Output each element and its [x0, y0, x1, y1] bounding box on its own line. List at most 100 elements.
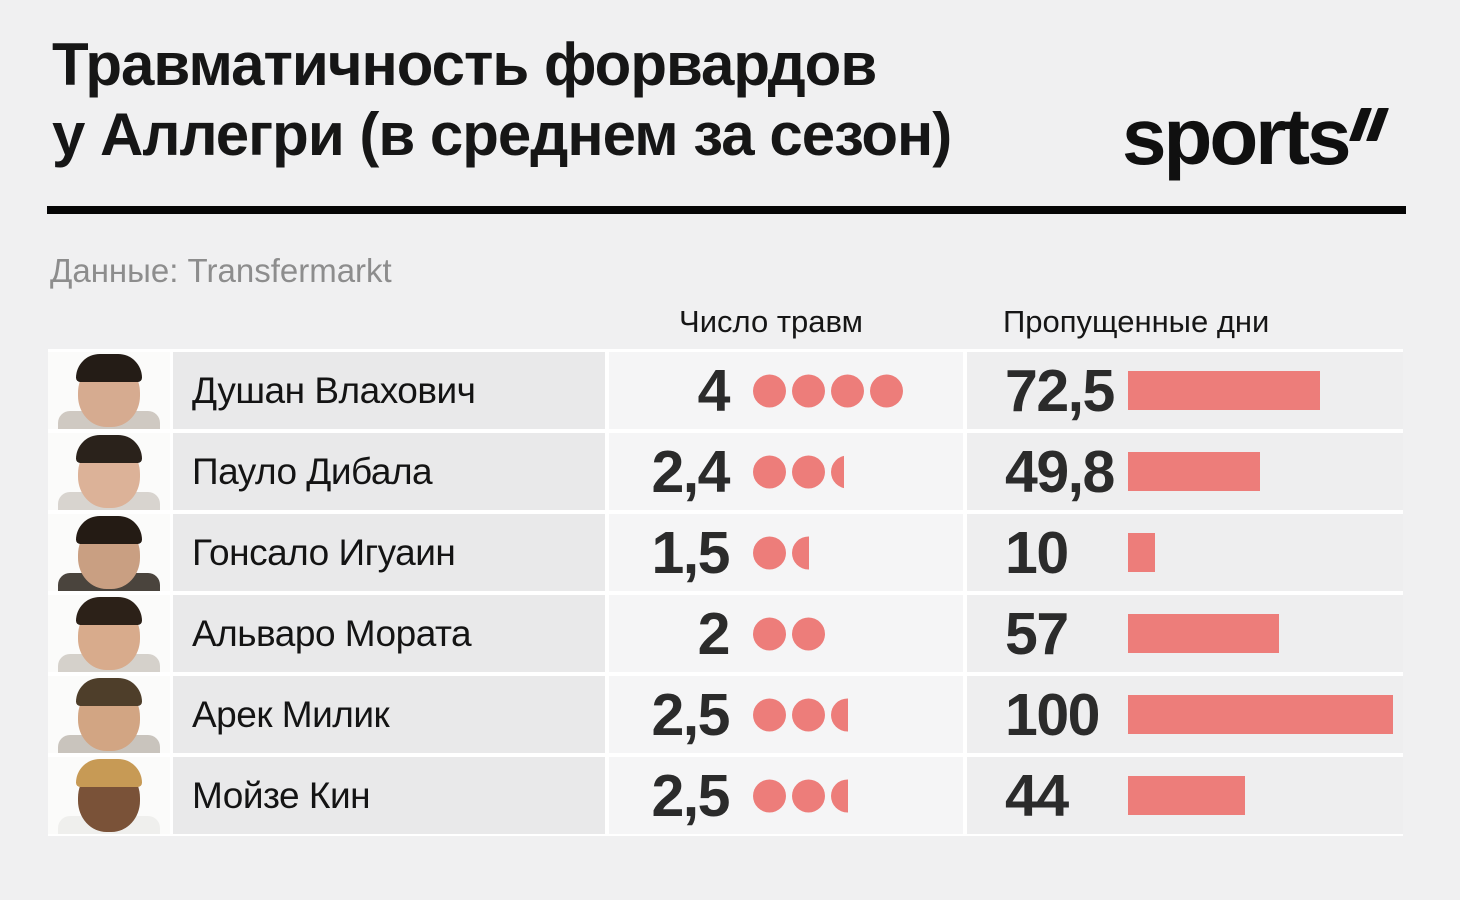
injury-dot-icon	[753, 617, 786, 650]
days-cell: 10	[967, 514, 1403, 591]
days-count: 100	[1005, 681, 1100, 748]
player-name: Арек Милик	[192, 693, 390, 735]
title-divider	[47, 206, 1406, 214]
days-cell: 57	[967, 595, 1403, 672]
injury-partial-dot-icon	[792, 536, 809, 569]
avatar-hair	[76, 597, 142, 625]
player-avatar	[48, 352, 170, 429]
sports-logo-text: sports	[1122, 92, 1351, 181]
sports-logo-tick-icon	[1348, 108, 1389, 141]
table-row: Мойзе Кин 2,5 44	[0, 757, 1460, 834]
injury-dot-icon	[753, 374, 786, 407]
injury-dot-icon	[792, 779, 825, 812]
injuries-count: 4	[697, 357, 731, 424]
days-bar	[1128, 371, 1320, 410]
days-count: 10	[1005, 519, 1069, 586]
injury-dot-icon	[753, 536, 786, 569]
player-photo	[48, 352, 170, 429]
player-photo	[48, 676, 170, 753]
injury-dots	[753, 536, 809, 569]
days-bar	[1128, 533, 1155, 572]
avatar-hair	[76, 759, 142, 787]
injury-partial-dot-icon	[831, 779, 848, 812]
avatar-hair	[76, 435, 142, 463]
table-background	[48, 349, 1403, 836]
player-name-cell: Мойзе Кин	[173, 757, 605, 834]
player-photo	[48, 433, 170, 510]
title-line-2: у Аллегри (в среднем за сезон)	[52, 101, 952, 168]
injuries-cell: 4	[609, 352, 963, 429]
table-row: Гонсало Игуаин 1,5 10	[0, 514, 1460, 591]
injury-dot-icon	[792, 617, 825, 650]
player-name: Душан Влахович	[192, 369, 476, 411]
injuries-count: 2	[697, 600, 731, 667]
days-count: 72,5	[1005, 357, 1115, 424]
player-name-cell: Альваро Мората	[173, 595, 605, 672]
injuries-cell: 1,5	[609, 514, 963, 591]
player-name: Пауло Дибала	[192, 450, 433, 492]
injuries-cell: 2,5	[609, 757, 963, 834]
player-avatar	[48, 676, 170, 753]
injuries-count: 2,5	[651, 681, 730, 748]
injury-dot-icon	[831, 374, 864, 407]
injury-dot-icon	[792, 374, 825, 407]
player-name: Альваро Мората	[192, 612, 472, 654]
injury-dot-icon	[870, 374, 903, 407]
days-bar	[1128, 452, 1260, 491]
days-bar	[1128, 614, 1279, 653]
table-row: Арек Милик 2,5 100	[0, 676, 1460, 753]
player-name: Гонсало Игуаин	[192, 531, 456, 573]
player-name-cell: Душан Влахович	[173, 352, 605, 429]
injury-partial-dot-icon	[831, 698, 848, 731]
table-row: Альваро Мората 2 57	[0, 595, 1460, 672]
injury-dot-icon	[792, 455, 825, 488]
column-header-days: Пропущенные дни	[1003, 304, 1270, 339]
injuries-cell: 2,4	[609, 433, 963, 510]
days-bar	[1128, 776, 1245, 815]
injury-dots	[753, 455, 844, 488]
injury-dots	[753, 617, 825, 650]
table-row: Пауло Дибала 2,4 49,8	[0, 433, 1460, 510]
player-avatar	[48, 433, 170, 510]
player-photo	[48, 595, 170, 672]
player-avatar	[48, 757, 170, 834]
injury-partial-dot-icon	[831, 455, 844, 488]
days-count: 49,8	[1005, 438, 1115, 505]
injury-dots	[753, 779, 848, 812]
player-name-cell: Гонсало Игуаин	[173, 514, 605, 591]
avatar-hair	[76, 516, 142, 544]
days-cell: 72,5	[967, 352, 1403, 429]
table-row: Душан Влахович 4 72,5	[0, 352, 1460, 429]
injury-dots	[753, 698, 848, 731]
avatar-hair	[76, 678, 142, 706]
injury-dots	[753, 374, 903, 407]
days-cell: 49,8	[967, 433, 1403, 510]
injuries-count: 2,5	[651, 762, 730, 829]
injury-dot-icon	[792, 698, 825, 731]
column-header-injuries: Число травм	[679, 304, 863, 339]
avatar-hair	[76, 354, 142, 382]
player-name-cell: Арек Милик	[173, 676, 605, 753]
days-count: 44	[1005, 762, 1069, 829]
injury-dot-icon	[753, 779, 786, 812]
player-avatar	[48, 595, 170, 672]
data-source-label: Данные: Transfermarkt	[50, 252, 392, 289]
player-photo	[48, 514, 170, 591]
days-bar	[1128, 695, 1393, 734]
injuries-cell: 2	[609, 595, 963, 672]
player-name-cell: Пауло Дибала	[173, 433, 605, 510]
sports-logo: sports	[1122, 92, 1389, 181]
player-avatar	[48, 514, 170, 591]
days-cell: 100	[967, 676, 1403, 753]
injuries-cell: 2,5	[609, 676, 963, 753]
days-count: 57	[1005, 600, 1069, 667]
days-cell: 44	[967, 757, 1403, 834]
title-line-1: Травматичность форвардов	[52, 31, 877, 98]
injury-dot-icon	[753, 698, 786, 731]
player-photo	[48, 757, 170, 834]
player-name: Мойзе Кин	[192, 774, 371, 816]
injuries-count: 1,5	[651, 519, 730, 586]
injury-dot-icon	[753, 455, 786, 488]
injuries-count: 2,4	[651, 438, 730, 505]
